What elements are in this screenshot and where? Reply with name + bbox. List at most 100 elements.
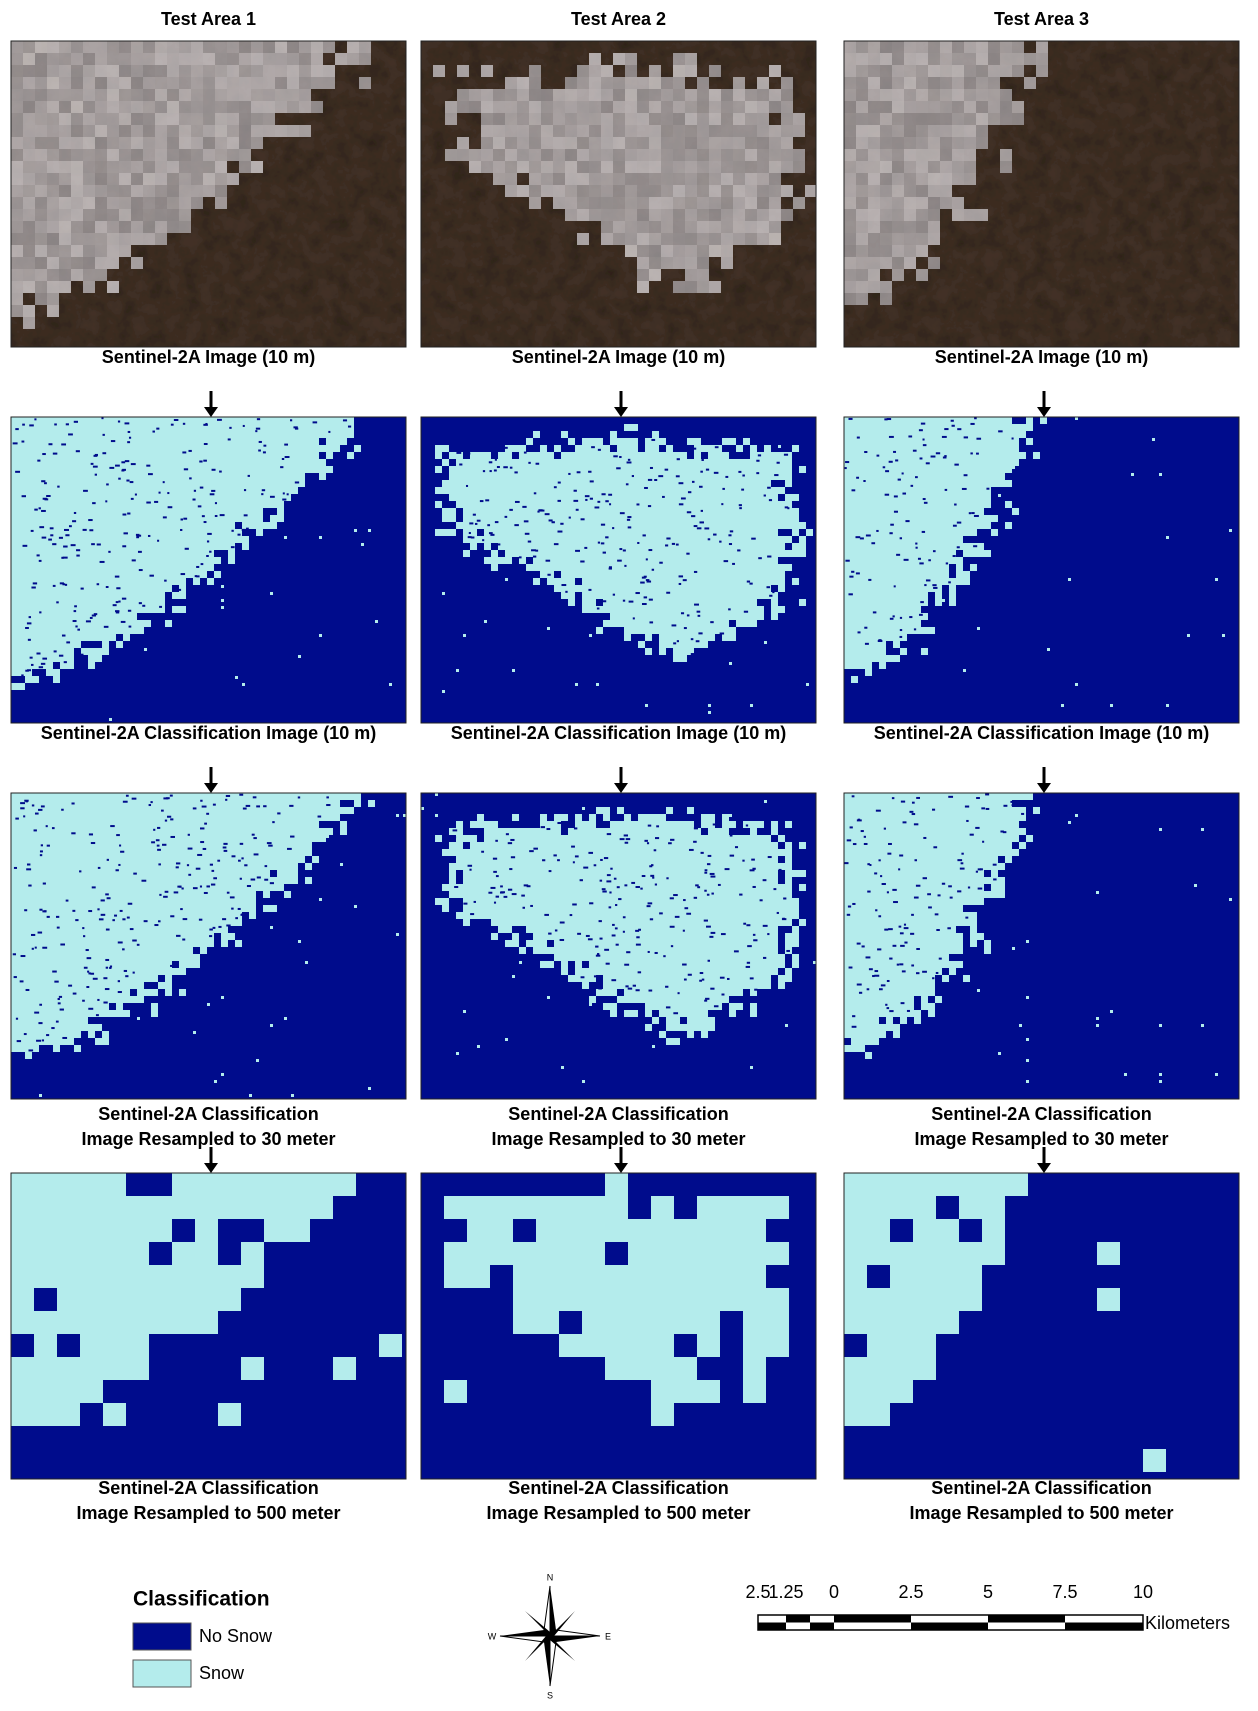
snow-pixel <box>631 459 638 466</box>
snow-pixel <box>53 891 60 898</box>
no-snow-pixel <box>116 601 119 603</box>
snow-pixel <box>151 459 158 466</box>
snow-pixel <box>81 473 88 480</box>
snow-pixel <box>60 912 67 919</box>
snow-pixel <box>214 508 221 515</box>
no-snow-pixel <box>22 441 25 443</box>
snow-pixel <box>624 445 631 452</box>
no-snow-pixel <box>103 434 105 436</box>
snow-pixel <box>235 807 242 814</box>
snow-pixel <box>109 926 116 933</box>
no-snow-pixel <box>256 428 260 430</box>
snow-pixel <box>736 564 743 571</box>
snow-pixel <box>694 536 701 543</box>
snow-pixel <box>263 480 270 487</box>
snow-pixel <box>144 578 151 585</box>
snow-pixel <box>312 445 319 452</box>
snow-block <box>80 1242 103 1265</box>
no-snow-pixel <box>60 943 65 945</box>
snow-pixel <box>151 557 158 564</box>
snow-pixel <box>18 849 25 856</box>
snow-pixel <box>109 613 116 620</box>
snow-pixel <box>81 793 88 800</box>
snow-pixel <box>624 606 631 613</box>
snow-pixel <box>610 480 617 487</box>
snow-pixel <box>771 613 778 620</box>
snow-pixel <box>144 961 151 968</box>
snow-pixel <box>11 431 18 438</box>
snow-pixel <box>631 480 638 487</box>
no-snow-pixel <box>28 885 31 887</box>
snow-pixel <box>603 445 610 452</box>
snow-pixel <box>116 564 123 571</box>
snow-pixel <box>638 459 645 466</box>
snow-pixel <box>319 898 322 901</box>
snow-pixel <box>792 445 799 452</box>
snow-pixel <box>631 438 638 445</box>
snow-pixel <box>74 940 81 947</box>
snow-pixel <box>326 807 333 814</box>
no-snow-pixel <box>263 445 266 447</box>
snow-pixel <box>708 571 715 578</box>
snow-pixel <box>102 557 109 564</box>
snow-pixel <box>109 982 116 989</box>
snow-block <box>11 1357 34 1380</box>
snow-pixel <box>172 501 179 508</box>
snow-pixel <box>116 856 123 863</box>
snow-pixel <box>158 466 165 473</box>
snow-pixel <box>151 606 158 613</box>
snow-pixel <box>81 466 88 473</box>
no-snow-pixel <box>130 928 134 930</box>
snow-pixel <box>200 793 207 800</box>
snow-pixel <box>652 480 659 487</box>
snow-pixel <box>228 800 235 807</box>
snow-pixel <box>32 473 39 480</box>
no-snow-pixel <box>29 616 31 618</box>
snow-pixel <box>193 898 200 905</box>
snow-pixel <box>207 856 214 863</box>
snow-pixel <box>652 606 659 613</box>
snow-pixel <box>88 1024 95 1031</box>
no-snow-pixel <box>258 450 261 452</box>
snow-pixel <box>242 466 249 473</box>
snow-pixel <box>88 807 95 814</box>
snow-pixel <box>109 557 116 564</box>
snow-pixel <box>277 452 284 459</box>
snow-pixel <box>130 473 137 480</box>
snow-pixel <box>67 592 74 599</box>
snow-pixel <box>764 515 771 522</box>
snow-pixel <box>270 905 277 912</box>
snow-pixel <box>137 863 144 870</box>
no-snow-pixel <box>209 935 212 937</box>
snow-block <box>57 1311 80 1334</box>
no-snow-pixel <box>57 927 60 929</box>
no-snow-pixel <box>59 537 63 539</box>
snow-pixel <box>207 800 214 807</box>
snow-pixel <box>102 1003 109 1010</box>
snow-pixel <box>207 578 214 585</box>
no-snow-pixel <box>27 622 32 624</box>
snow-pixel <box>193 793 200 800</box>
snow-pixel <box>109 828 116 835</box>
snow-pixel <box>11 578 18 585</box>
snow-pixel <box>172 487 179 494</box>
snow-pixel <box>95 870 102 877</box>
no-snow-pixel <box>277 812 280 814</box>
snow-pixel <box>249 522 256 529</box>
snow-block <box>287 1219 310 1242</box>
snow-pixel <box>53 905 60 912</box>
no-snow-pixel <box>194 490 196 492</box>
snow-pixel <box>67 417 74 424</box>
snow-pixel <box>172 473 179 480</box>
no-snow-pixel <box>105 988 109 990</box>
snow-pixel <box>67 557 74 564</box>
snow-pixel <box>81 564 88 571</box>
snow-pixel <box>270 466 277 473</box>
snow-pixel <box>81 431 88 438</box>
no-snow-pixel <box>28 1049 33 1051</box>
snow-pixel <box>631 557 638 564</box>
snow-pixel <box>540 571 547 578</box>
snow-pixel <box>137 989 144 996</box>
snow-pixel <box>186 870 193 877</box>
no-snow-pixel <box>575 550 580 552</box>
